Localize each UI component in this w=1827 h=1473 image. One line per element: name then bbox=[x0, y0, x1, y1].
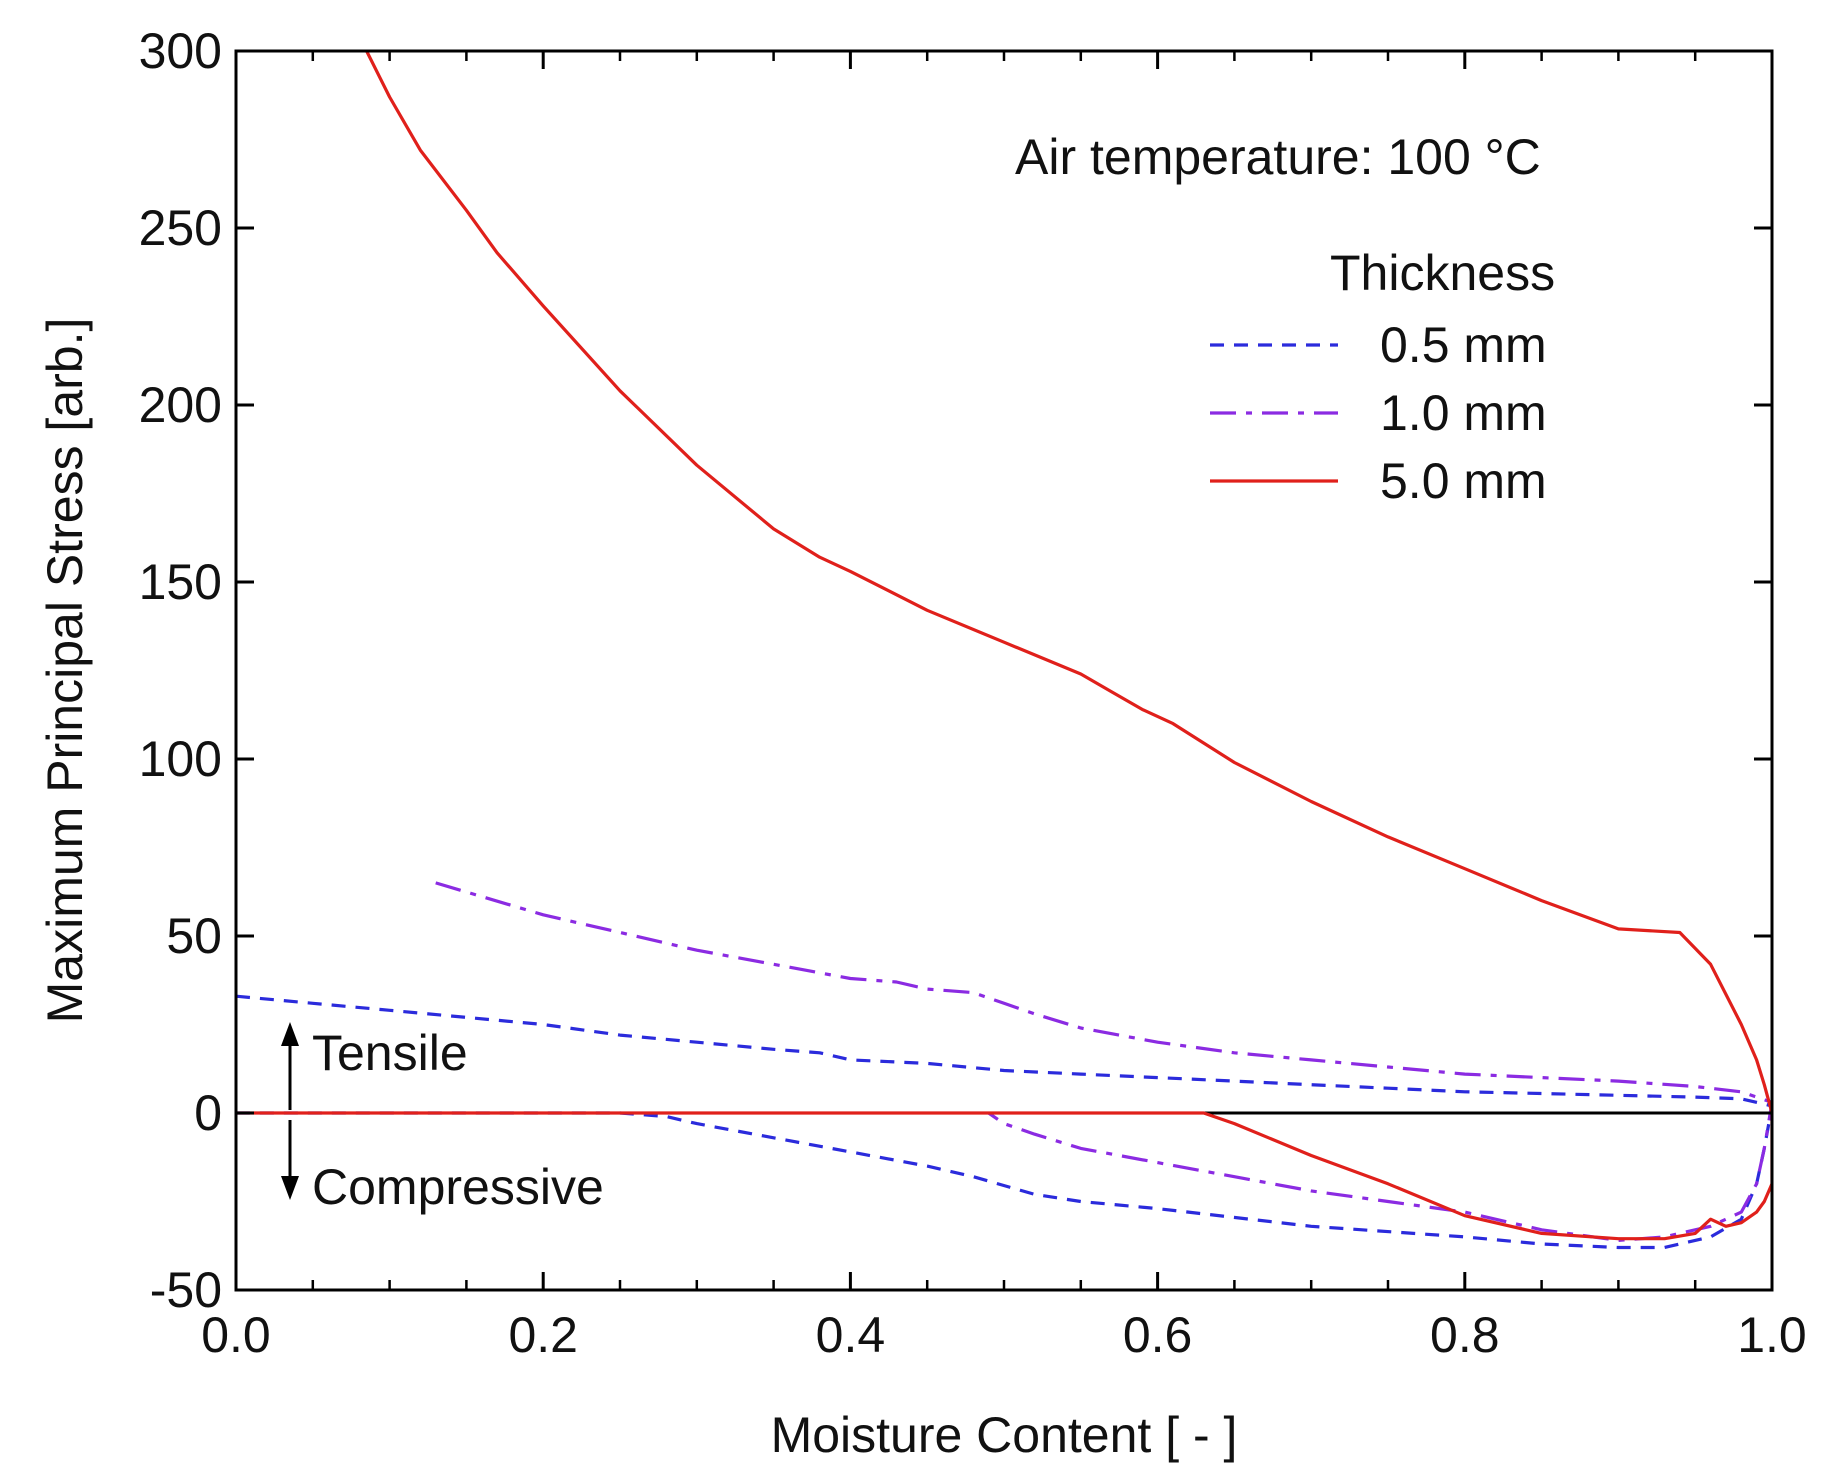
legend: Thickness 0.5 mm 1.0 mm 5.0 mm bbox=[1210, 245, 1555, 509]
series-line-1-0-mm bbox=[435, 881, 1772, 1243]
x-tick-label: 0.8 bbox=[1430, 1307, 1500, 1363]
legend-title: Thickness bbox=[1330, 245, 1555, 301]
y-tick-label: 150 bbox=[139, 554, 222, 610]
x-tick-label: 0.0 bbox=[201, 1307, 271, 1363]
y-axis-title: Maximum Principal Stress [arb.] bbox=[37, 318, 93, 1024]
condition-annotation: Air temperature: 100 °C bbox=[1015, 129, 1541, 185]
y-tick-label: 0 bbox=[194, 1085, 222, 1141]
y-tick-label: 200 bbox=[139, 377, 222, 433]
x-tick-label: 0.6 bbox=[1123, 1307, 1193, 1363]
compressive-arrow-icon bbox=[281, 1120, 299, 1200]
series-line-0-5-mm bbox=[236, 994, 1772, 1250]
x-tick-label: 1.0 bbox=[1737, 1307, 1807, 1363]
x-tick-label: 0.2 bbox=[508, 1307, 578, 1363]
tensile-arrow-icon bbox=[281, 1022, 299, 1110]
legend-label: 5.0 mm bbox=[1380, 453, 1547, 509]
tensile-annotation: Tensile bbox=[312, 1025, 468, 1081]
y-tick-label: 250 bbox=[139, 200, 222, 256]
plot-layer bbox=[236, 51, 1772, 1250]
legend-label: 0.5 mm bbox=[1380, 317, 1547, 373]
y-tick-label: -50 bbox=[150, 1262, 222, 1318]
annotation-layer: Air temperature: 100 °C Tensile Compress… bbox=[281, 129, 1541, 1215]
y-tick-label: 100 bbox=[139, 731, 222, 787]
legend-label: 1.0 mm bbox=[1380, 385, 1547, 441]
axes-layer: 0.0 0.2 0.4 0.6 0.8 1.0 -50 0 50 100 150 200 250 300 M… bbox=[37, 23, 1807, 1463]
y-tick-label: 300 bbox=[139, 23, 222, 79]
x-axis-title: Moisture Content [ - ] bbox=[771, 1407, 1238, 1463]
x-tick-label: 0.4 bbox=[816, 1307, 886, 1363]
series-line-5-0-mm bbox=[236, 51, 1772, 1241]
y-tick-label: 50 bbox=[166, 908, 222, 964]
compressive-annotation: Compressive bbox=[312, 1159, 604, 1215]
